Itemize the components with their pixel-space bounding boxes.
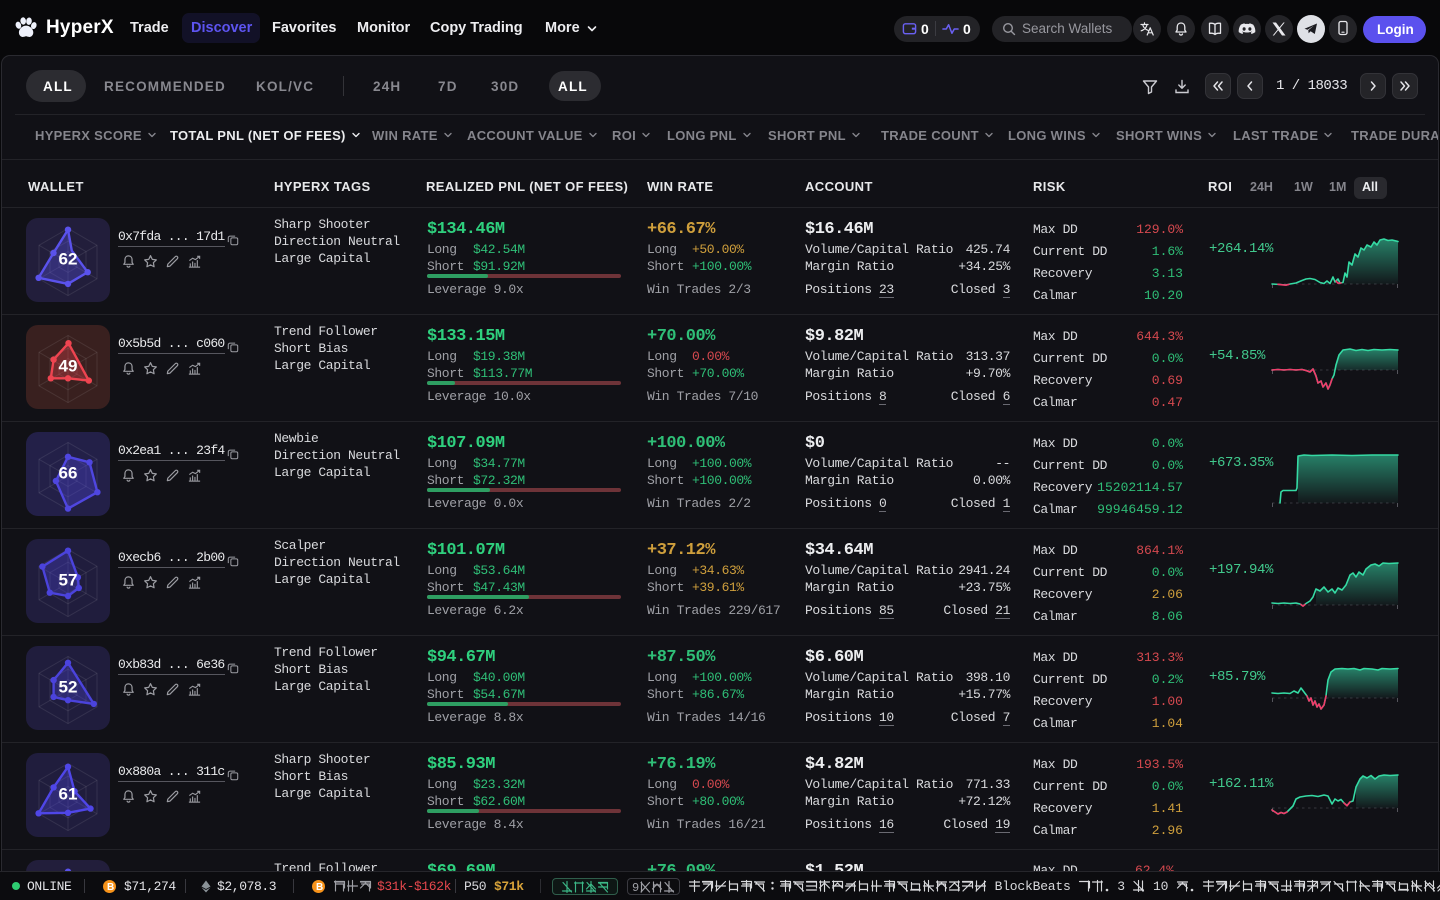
svg-text:62: 62 xyxy=(59,249,78,268)
svg-text:57: 57 xyxy=(59,570,78,589)
svg-text:52: 52 xyxy=(59,677,78,696)
svg-text:66: 66 xyxy=(59,463,78,482)
svg-text:49: 49 xyxy=(59,356,78,375)
svg-text:61: 61 xyxy=(59,784,78,803)
